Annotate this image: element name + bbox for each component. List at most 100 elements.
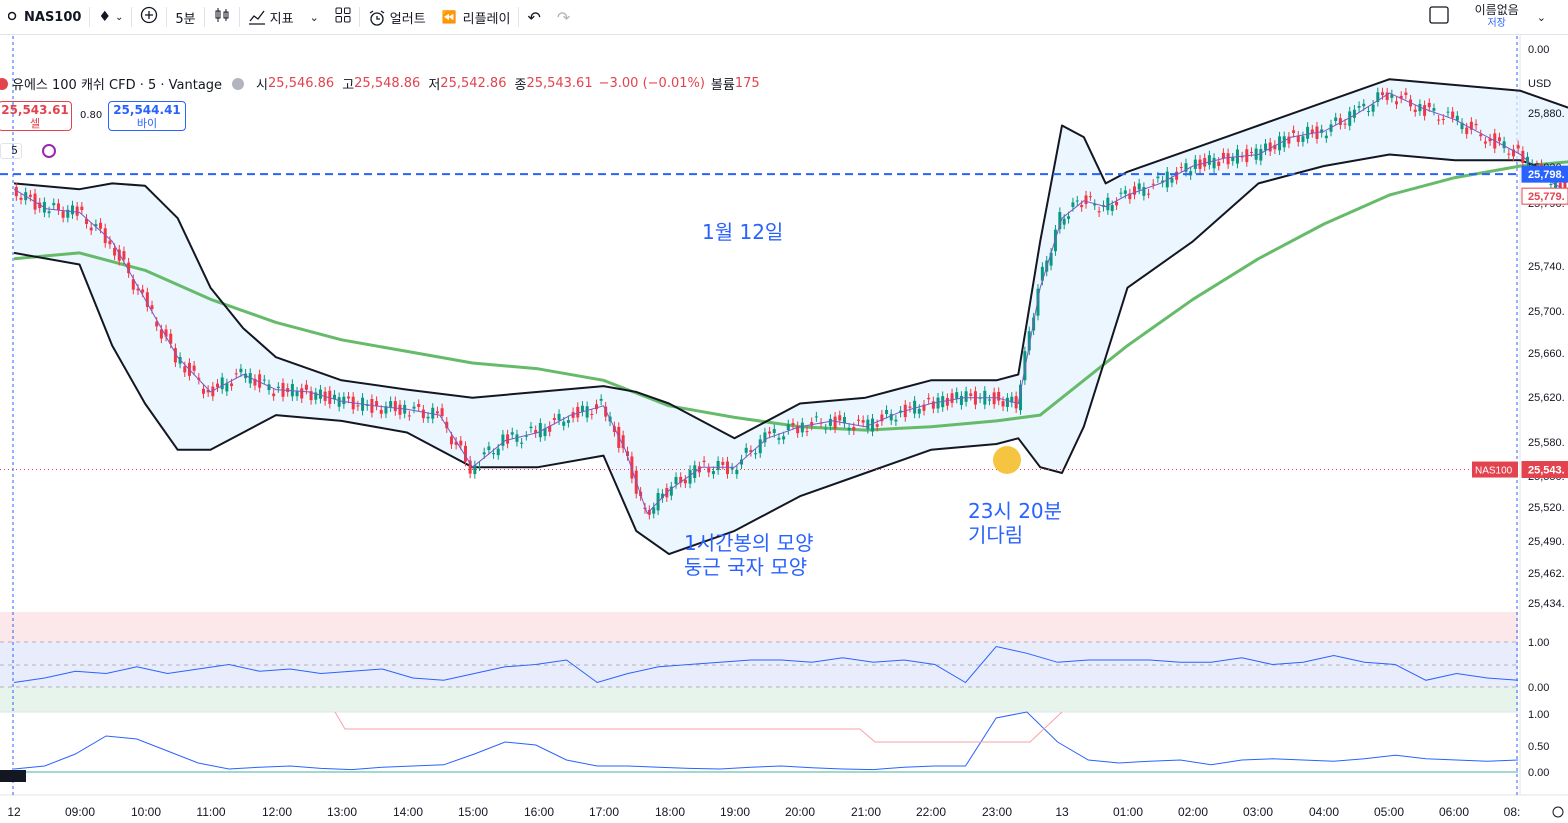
candle-body [1221, 152, 1225, 159]
indicator-toggle[interactable]: 5 [0, 143, 22, 159]
layout-name-button[interactable]: 이름없음 저장 [1457, 0, 1529, 34]
candle-body [744, 447, 748, 453]
candle-body [506, 434, 510, 444]
time-tick-label: 18:00 [655, 805, 685, 819]
osc2-tick-label: 0.00 [1528, 767, 1549, 779]
candle-body [173, 348, 177, 363]
candle-body [707, 467, 711, 473]
candle-body [534, 430, 538, 434]
candle-body [1451, 111, 1455, 118]
candle-body [169, 333, 173, 344]
replay-button[interactable]: ⏪ 리플레이 [434, 0, 519, 34]
sell-button[interactable]: 25,543.61 셀 [0, 101, 72, 131]
candle-body [917, 408, 921, 414]
candle-body [1554, 178, 1558, 189]
candle-body [725, 461, 729, 475]
interval-button[interactable]: 5분 [167, 0, 203, 34]
candle-body [945, 398, 949, 406]
candle-body [871, 418, 875, 432]
settings-gear-icon[interactable] [1552, 806, 1564, 818]
candle-body [1062, 218, 1066, 225]
candle-body [833, 416, 837, 429]
plus-circle-icon [140, 6, 158, 28]
candle-body [838, 415, 842, 421]
candle-body [1287, 136, 1291, 144]
indicator-templates-button[interactable]: ⌄ [302, 0, 327, 34]
candle-body [108, 240, 112, 245]
candle-body [300, 388, 304, 399]
buy-price: 25,544.41 [113, 103, 181, 117]
buy-button[interactable]: 25,544.41 바이 [108, 101, 186, 131]
compare-button[interactable] [132, 0, 166, 34]
price-tick-label: 25,740. [1528, 261, 1565, 273]
time-tick-label: 13 [1055, 805, 1069, 819]
candle-body [548, 425, 552, 432]
candle-body [272, 393, 276, 397]
candle-body [1151, 183, 1155, 185]
annotation-date[interactable]: 1월 12일 [702, 220, 784, 244]
change-value: −3.00 (−0.01%) [598, 76, 705, 91]
candle-body [1036, 288, 1040, 316]
candle-body [796, 426, 800, 434]
close-line [13, 92, 1568, 514]
candlestick-icon [213, 6, 231, 28]
chart-type-button[interactable] [205, 0, 239, 34]
candle-body [1040, 266, 1044, 281]
redo-button[interactable]: ↷ [549, 0, 578, 34]
annotation-wait[interactable]: 23시 20분 기다림 [968, 499, 1063, 547]
price-tick-label: 25,520. [1528, 502, 1565, 514]
replay-label: 리플레이 [462, 11, 511, 27]
divider [203, 7, 205, 27]
candle-body [379, 409, 383, 414]
candle-body [1212, 157, 1216, 169]
candle-body [440, 408, 444, 417]
price-chart[interactable]: 0.0025,880.25,830.25,790.25,740.25,700.2… [0, 35, 1568, 823]
candle-body [1027, 331, 1031, 351]
candle-body [861, 420, 865, 423]
time-tick-label: 06:00 [1439, 805, 1469, 819]
price-label-badge [1521, 165, 1568, 183]
interval-label: 5분 [175, 11, 196, 27]
oscillator2-line [13, 711, 1519, 771]
candle-body [852, 427, 856, 431]
layouts-button[interactable] [327, 0, 359, 34]
fullscreen-button[interactable] [1421, 0, 1457, 34]
time-tick-label: 12:00 [262, 805, 292, 819]
candle-body [866, 419, 870, 429]
undo-button[interactable]: ↶ [519, 0, 548, 34]
candle-body [1097, 211, 1101, 213]
alert-button[interactable]: 얼러트 [360, 0, 434, 34]
time-tick-label: 09:00 [65, 805, 95, 819]
candle-body [1273, 144, 1277, 150]
symbol-search[interactable]: NAS100 [0, 0, 89, 34]
candle-body [576, 406, 580, 418]
candle-body [14, 186, 18, 197]
candle-body [1357, 105, 1361, 108]
candle-body [1483, 141, 1487, 144]
candle-body [127, 262, 131, 274]
candle-body [309, 391, 313, 401]
candle-body [1264, 143, 1268, 151]
currency-label: USD [1528, 78, 1551, 90]
diamond-menu-button[interactable]: ♦ ⌄ [90, 0, 131, 34]
candle-body [145, 292, 149, 307]
candle-body [791, 423, 795, 426]
candle-body [552, 418, 556, 420]
candle-body [19, 197, 23, 200]
indicators-button[interactable]: 지표 [240, 0, 302, 34]
candle-body [384, 406, 388, 414]
candle-body [122, 251, 126, 260]
time-tick-label: 23:00 [982, 805, 1012, 819]
layout-menu-button[interactable]: ⌄ [1529, 0, 1568, 34]
refresh-icon[interactable] [42, 144, 56, 158]
hide-icon[interactable] [232, 77, 245, 90]
candle-body [1170, 178, 1174, 183]
candle-body [398, 404, 402, 415]
candle-body [955, 392, 959, 399]
candle-body [211, 386, 215, 397]
candle-body [1254, 148, 1258, 160]
annotation-ladle-shape[interactable]: 1시간봉의 모양 둥근 국자 모양 [684, 531, 814, 579]
candle-body [1441, 118, 1445, 120]
search-icon [7, 9, 18, 25]
redo-icon: ↷ [556, 7, 571, 27]
